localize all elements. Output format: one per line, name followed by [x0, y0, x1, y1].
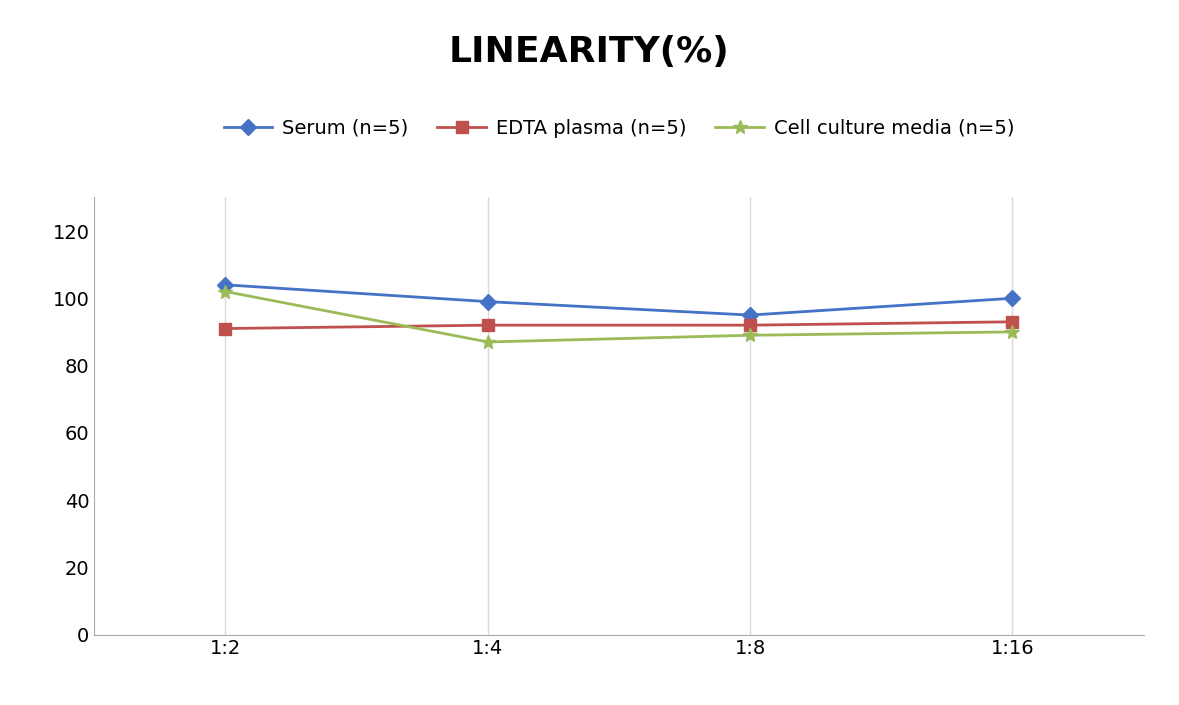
Serum (n=5): [218, 281, 232, 289]
Cell culture media (n=5): [1006, 328, 1020, 336]
EDTA plasma (n=5): [743, 321, 757, 329]
Text: LINEARITY(%): LINEARITY(%): [449, 35, 730, 69]
Line: Cell culture media (n=5): Cell culture media (n=5): [218, 285, 1020, 349]
Serum (n=5): [1006, 294, 1020, 302]
EDTA plasma (n=5): [481, 321, 495, 329]
Line: Serum (n=5): Serum (n=5): [220, 279, 1017, 321]
Line: EDTA plasma (n=5): EDTA plasma (n=5): [220, 317, 1017, 334]
Legend: Serum (n=5), EDTA plasma (n=5), Cell culture media (n=5): Serum (n=5), EDTA plasma (n=5), Cell cul…: [216, 111, 1022, 145]
Cell culture media (n=5): [218, 288, 232, 296]
EDTA plasma (n=5): [218, 324, 232, 333]
Serum (n=5): [481, 298, 495, 306]
EDTA plasma (n=5): [1006, 317, 1020, 326]
Serum (n=5): [743, 311, 757, 319]
Cell culture media (n=5): [481, 338, 495, 346]
Cell culture media (n=5): [743, 331, 757, 340]
